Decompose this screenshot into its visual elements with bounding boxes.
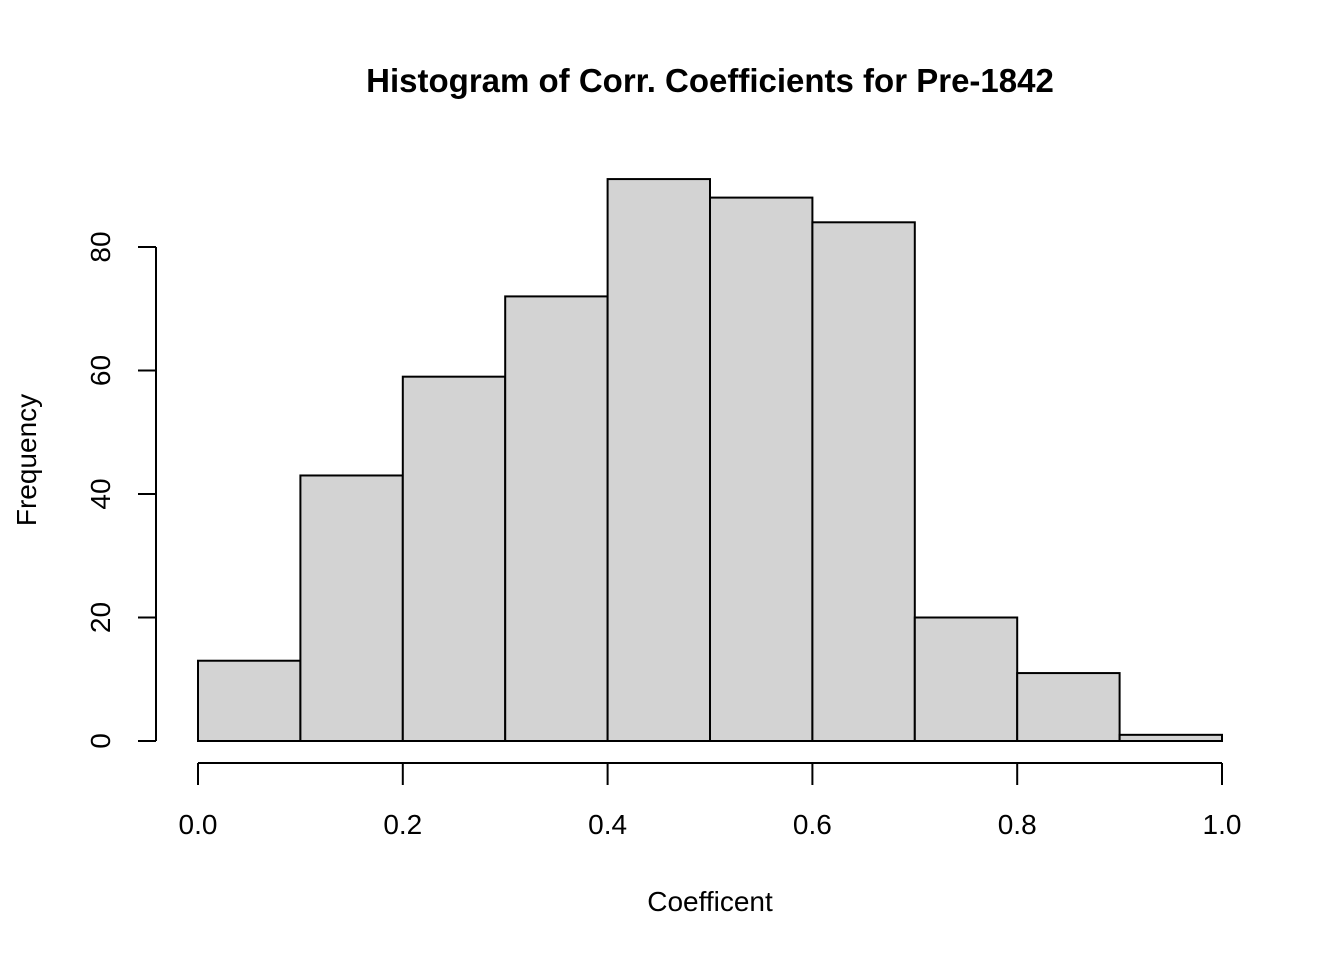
x-tick-label-1: 0.2	[383, 809, 422, 840]
x-tick-label-0: 0.0	[179, 809, 218, 840]
x-axis: 0.0 0.2 0.4 0.6 0.8 1.0	[179, 762, 1242, 840]
histogram-bar-5	[709, 196, 814, 743]
histogram-bar-0	[197, 659, 302, 742]
y-tick-label-3: 60	[85, 355, 116, 386]
histogram-bar-1	[299, 474, 404, 742]
x-tick-label-5: 1.0	[1203, 809, 1242, 840]
x-axis-label: Coefficent	[647, 886, 773, 917]
histogram-bar-4	[606, 178, 711, 742]
y-axis: 0 20 40 60 80	[85, 231, 157, 749]
histogram-bar-3	[504, 295, 609, 742]
histogram-bar-9	[1118, 733, 1223, 743]
x-tick-label-2: 0.4	[588, 809, 627, 840]
y-tick-label-4: 80	[85, 231, 116, 262]
y-tick-label-1: 20	[85, 602, 116, 633]
chart-title: Histogram of Corr. Coefficients for Pre-…	[366, 62, 1054, 99]
x-tick-label-4: 0.8	[998, 809, 1037, 840]
y-axis-label: Frequency	[11, 394, 42, 526]
histogram-bar-8	[1016, 672, 1121, 743]
bars-layer	[197, 178, 1223, 743]
y-tick-label-0: 0	[85, 733, 116, 749]
x-tick-label-3: 0.6	[793, 809, 832, 840]
histogram-bar-2	[401, 375, 507, 742]
histogram-bar-6	[811, 221, 916, 743]
y-tick-label-2: 40	[85, 478, 116, 509]
histogram-bar-7	[913, 616, 1019, 742]
